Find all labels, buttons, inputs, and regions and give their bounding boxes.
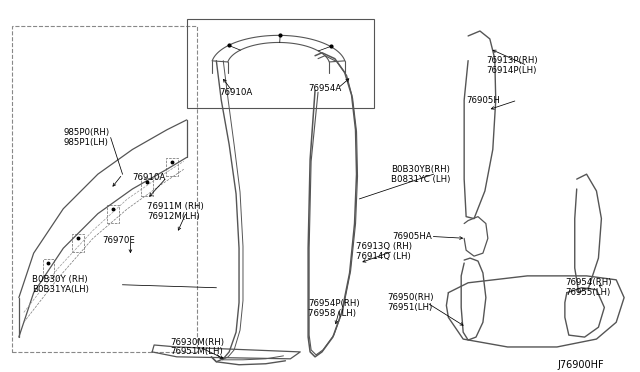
Text: 76955(LH): 76955(LH): [565, 288, 610, 297]
Text: 76911M (RH): 76911M (RH): [147, 202, 204, 211]
Text: 76910A: 76910A: [132, 173, 166, 182]
Text: 76913P(RH): 76913P(RH): [486, 56, 538, 65]
Text: 76954A: 76954A: [308, 84, 341, 93]
Text: J76900HF: J76900HF: [557, 360, 604, 370]
Text: 76910A: 76910A: [220, 88, 253, 97]
Text: B0831YC (LH): B0831YC (LH): [391, 174, 451, 184]
Text: 76914Q (LH): 76914Q (LH): [356, 251, 410, 261]
Text: 76970E: 76970E: [103, 236, 136, 245]
Text: 76913Q (RH): 76913Q (RH): [356, 242, 412, 251]
Text: 76951M(LH): 76951M(LH): [170, 347, 223, 356]
Text: 76950(RH): 76950(RH): [387, 293, 434, 302]
Text: 76930M(RH): 76930M(RH): [170, 337, 224, 347]
Text: 76954P(RH): 76954P(RH): [308, 299, 360, 308]
Text: 76905H: 76905H: [466, 96, 500, 105]
Text: 76958 (LH): 76958 (LH): [308, 309, 356, 318]
Text: 985P1(LH): 985P1(LH): [63, 138, 108, 147]
Bar: [72, 234, 84, 252]
Bar: [141, 178, 153, 196]
Text: 76905HA: 76905HA: [392, 232, 432, 241]
Text: 76951(LH): 76951(LH): [387, 303, 433, 312]
Text: B0B31YA(LH): B0B31YA(LH): [32, 285, 88, 294]
Text: 76912M(LH): 76912M(LH): [147, 212, 200, 221]
Text: 985P0(RH): 985P0(RH): [63, 128, 109, 137]
Text: 76914P(LH): 76914P(LH): [486, 66, 536, 75]
Text: B0B30YB(RH): B0B30YB(RH): [391, 165, 450, 174]
Bar: [107, 205, 118, 222]
Bar: [166, 158, 178, 176]
Text: 76954(RH): 76954(RH): [565, 278, 611, 287]
Bar: [187, 19, 374, 108]
Text: B0B30Y (RH): B0B30Y (RH): [32, 275, 87, 284]
Bar: [12, 26, 196, 352]
Bar: [42, 259, 54, 277]
